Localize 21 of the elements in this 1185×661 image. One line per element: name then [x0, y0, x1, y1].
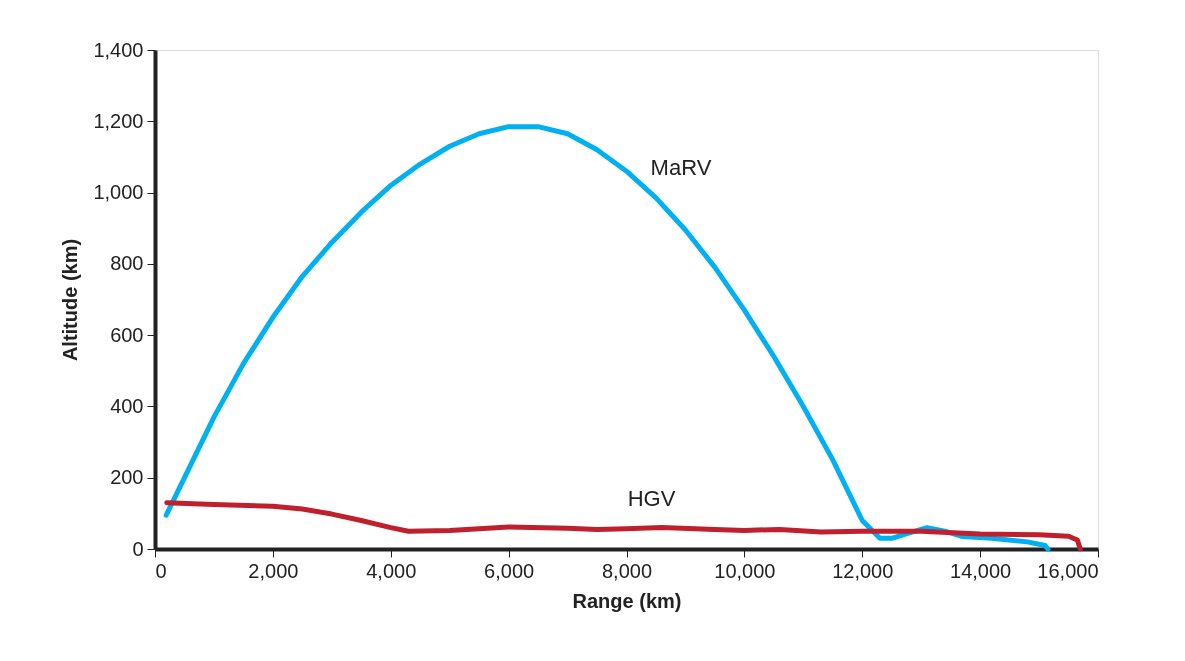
y-tick-label: 800	[110, 252, 144, 275]
x-tick-label: 0	[155, 559, 167, 582]
y-tick-label: 1,000	[93, 181, 144, 204]
y-tick-label: 0	[132, 537, 144, 560]
series-label: HGV	[627, 485, 676, 511]
x-tick-label: 6,000	[484, 559, 535, 582]
x-tick-label: 2,000	[248, 559, 299, 582]
x-tick-label: 14,000	[950, 559, 1012, 582]
y-tick-label: 400	[110, 394, 144, 417]
y-axis-title: Altitude (km)	[59, 238, 82, 362]
series-label: MaRV	[650, 154, 712, 180]
x-tick-label: 8,000	[601, 559, 653, 582]
x-axis-title: Range (km)	[572, 589, 682, 612]
y-tick-label: 600	[110, 323, 144, 346]
y-tick-label: 1,200	[93, 109, 144, 132]
x-tick-label: 16,000	[1037, 559, 1099, 582]
x-tick-label: 4,000	[366, 559, 417, 582]
x-tick-label: 10,000	[714, 559, 776, 582]
y-tick-label: 1,400	[93, 38, 144, 61]
y-tick-label: 200	[110, 466, 144, 489]
x-tick-label: 12,000	[832, 559, 894, 582]
